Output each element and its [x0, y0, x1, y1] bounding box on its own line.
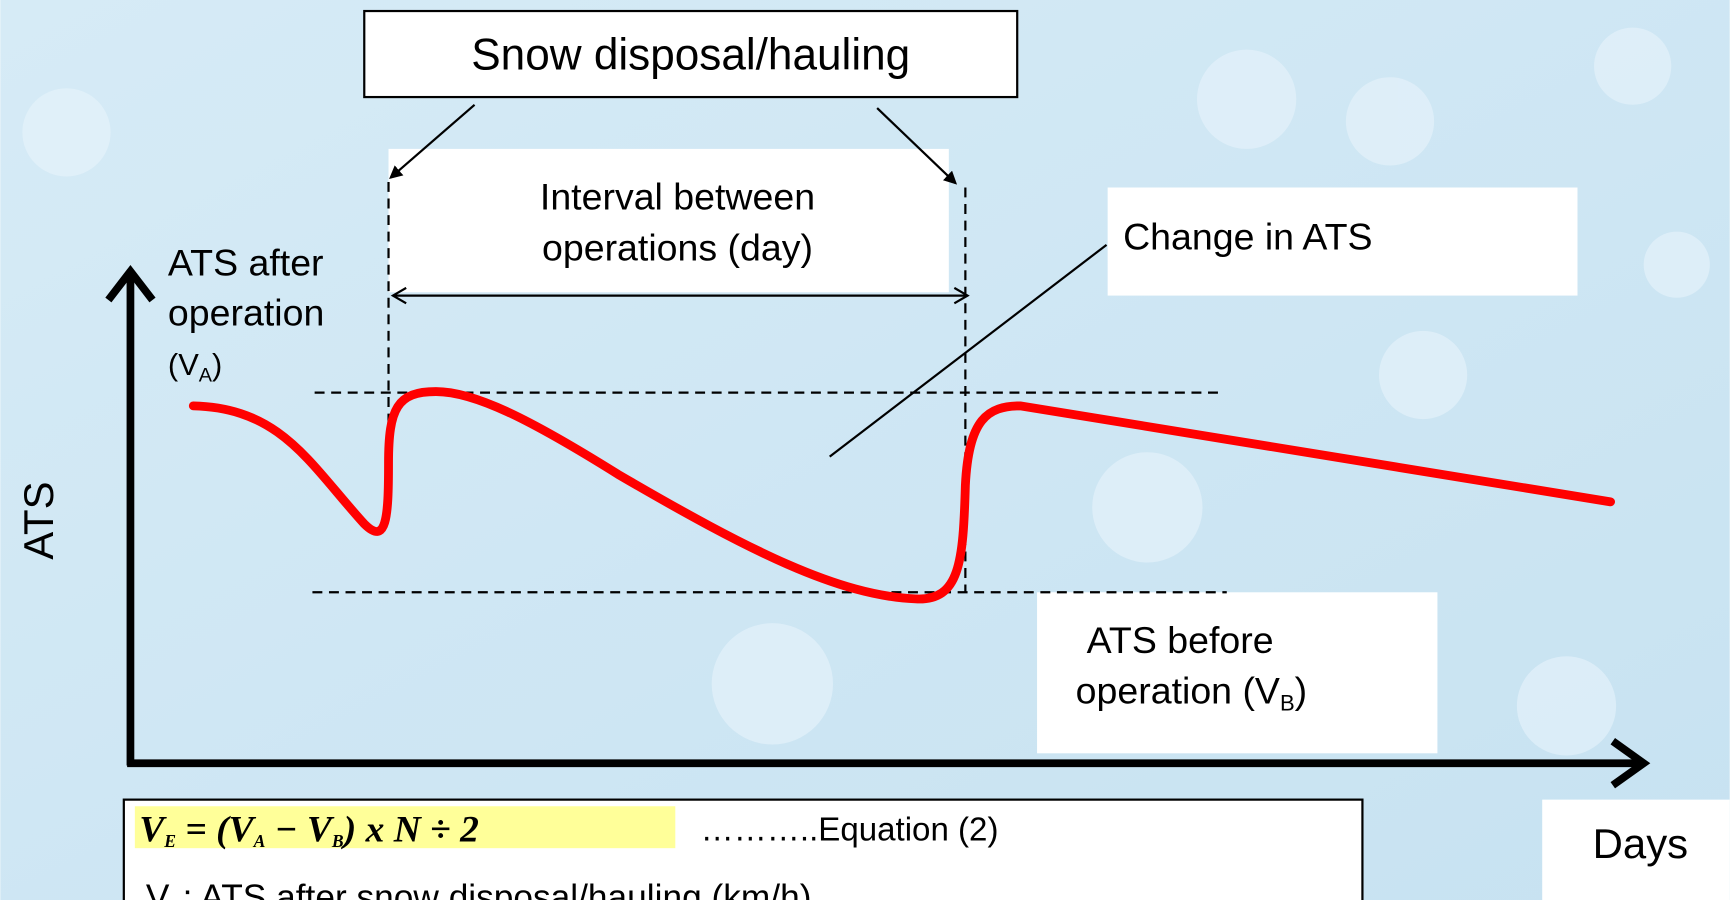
after-close: ): [212, 347, 222, 382]
interval-label: Interval between: [540, 176, 815, 218]
formula-part: V: [229, 810, 257, 851]
change-label: Change in ATS: [1123, 215, 1372, 257]
before-line: operation (V: [1076, 670, 1280, 712]
formula-part: ) x: [341, 810, 394, 851]
note-text: : ATS after snow disposal/hauling (km/h): [183, 878, 812, 900]
formula-part: −: [265, 810, 306, 851]
note-symbol: V: [146, 878, 170, 900]
formula-sub: A: [253, 831, 266, 851]
formula-part: = (: [176, 810, 231, 851]
formula: VE = (VA − VB) x N ÷ 2: [139, 810, 479, 852]
y-axis-title: ATS: [15, 481, 62, 559]
after-sub: A: [199, 365, 213, 387]
formula-part: ÷ 2: [421, 810, 479, 851]
before-label: operation (VB): [1076, 670, 1308, 716]
after-label: operation: [168, 291, 324, 333]
x-axis-title: Days: [1593, 820, 1688, 867]
formula-part: N: [393, 810, 423, 851]
after-label: (VA): [168, 347, 222, 387]
before-close: ): [1295, 670, 1308, 712]
interval-label: operations (day): [542, 226, 813, 268]
equation-note: VA: ATS after snow disposal/hauling (km/…: [146, 878, 812, 900]
formula-part: V: [307, 810, 335, 851]
interval-panel: [389, 149, 949, 292]
before-sub: B: [1280, 690, 1295, 715]
formula-sub: E: [163, 831, 176, 851]
top-box-text: Snow disposal/hauling: [471, 30, 910, 79]
after-open: (V: [168, 347, 199, 382]
diagram: Snow disposal/hauling Interval between o…: [0, 0, 1730, 900]
formula-sub: B: [331, 831, 344, 851]
formula-part: V: [139, 810, 167, 851]
equation-suffix: ………..Equation (2): [701, 811, 999, 848]
before-label: ATS before: [1087, 619, 1274, 661]
after-label: ATS after: [168, 242, 324, 284]
